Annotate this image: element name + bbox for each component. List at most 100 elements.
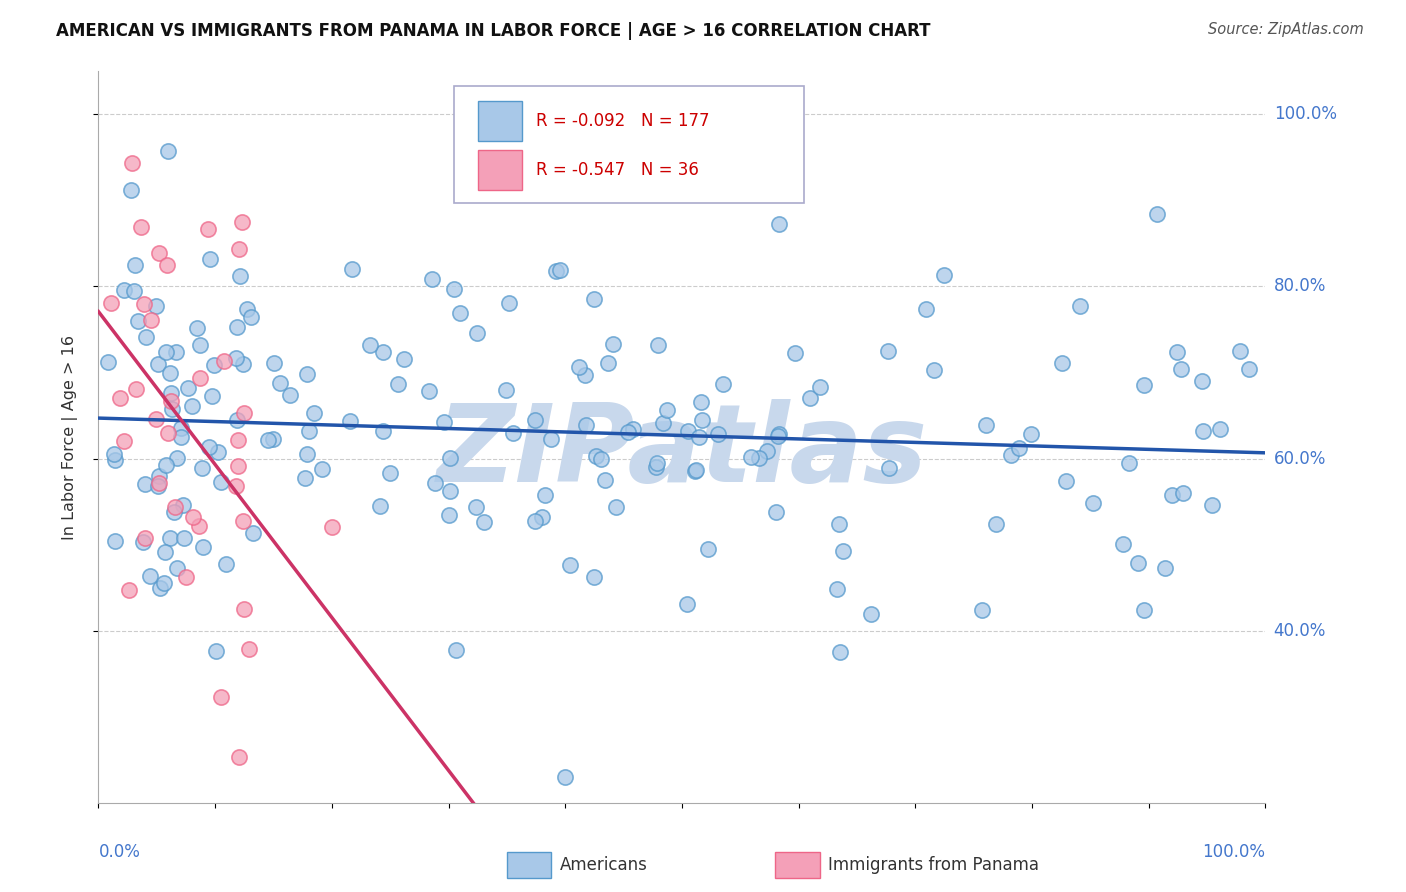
Point xyxy=(226,458,249,473)
Point xyxy=(174,570,197,584)
Point xyxy=(104,453,127,467)
Point xyxy=(583,570,606,584)
Point xyxy=(1126,556,1149,570)
Point xyxy=(1118,456,1140,470)
Point xyxy=(394,352,416,367)
Point xyxy=(756,444,779,458)
Point xyxy=(127,314,149,328)
Point xyxy=(169,430,191,444)
Point xyxy=(226,434,249,448)
Y-axis label: In Labor Force | Age > 16: In Labor Force | Age > 16 xyxy=(62,334,77,540)
Point xyxy=(233,406,256,420)
Point xyxy=(231,215,253,229)
Point xyxy=(645,456,668,470)
Point xyxy=(676,424,699,438)
Point xyxy=(924,363,946,377)
Point xyxy=(1133,377,1156,392)
Point xyxy=(387,376,409,391)
Point xyxy=(112,434,135,448)
Point xyxy=(373,424,395,438)
Point xyxy=(1050,356,1073,370)
Point xyxy=(1133,603,1156,617)
Point xyxy=(464,500,486,515)
Point xyxy=(830,645,852,659)
Point xyxy=(156,258,179,272)
Point xyxy=(166,450,188,465)
Point xyxy=(118,582,141,597)
Text: 80.0%: 80.0% xyxy=(1274,277,1326,295)
Point xyxy=(112,284,135,298)
Point xyxy=(808,380,831,394)
Point xyxy=(155,458,177,472)
Point xyxy=(828,516,851,531)
Point xyxy=(768,426,790,441)
Text: 60.0%: 60.0% xyxy=(1274,450,1326,467)
Point xyxy=(575,417,598,432)
Point xyxy=(148,475,170,490)
Point xyxy=(1191,425,1213,439)
Point xyxy=(173,531,195,545)
Point xyxy=(157,144,180,158)
Point xyxy=(437,508,460,522)
Point xyxy=(103,447,125,461)
Point xyxy=(1000,448,1022,462)
Point xyxy=(297,367,319,381)
Point xyxy=(232,602,254,616)
Point xyxy=(711,376,734,391)
Point xyxy=(1019,427,1042,442)
Point xyxy=(239,310,262,325)
Point xyxy=(193,540,215,554)
Point xyxy=(256,434,278,448)
Point xyxy=(707,427,730,442)
Point xyxy=(215,558,238,572)
Point xyxy=(97,355,120,369)
Point xyxy=(232,357,254,371)
Point xyxy=(439,451,461,466)
Point xyxy=(302,407,325,421)
Point xyxy=(139,569,162,583)
Point xyxy=(605,500,627,514)
Point xyxy=(602,336,624,351)
Point xyxy=(226,413,249,427)
Point xyxy=(373,345,395,359)
Point xyxy=(146,357,169,371)
Point xyxy=(439,484,461,499)
Point xyxy=(1161,488,1184,502)
Point xyxy=(831,544,853,558)
Point xyxy=(768,218,790,232)
Point xyxy=(135,330,157,344)
Point xyxy=(229,268,252,283)
Point xyxy=(122,284,145,298)
Point xyxy=(915,301,938,316)
Point xyxy=(294,471,316,485)
Point xyxy=(1008,441,1031,455)
Point xyxy=(225,479,247,493)
Point xyxy=(420,271,443,285)
Point xyxy=(546,264,568,278)
Point xyxy=(740,450,762,464)
Point xyxy=(433,416,456,430)
Point xyxy=(262,432,284,446)
Bar xyxy=(508,852,551,878)
Point xyxy=(134,476,156,491)
Point xyxy=(339,413,361,427)
Point xyxy=(148,245,170,260)
Point xyxy=(495,383,517,397)
Point xyxy=(498,296,520,310)
Point xyxy=(165,500,187,515)
Point xyxy=(159,366,181,380)
Point xyxy=(202,358,225,372)
Point xyxy=(156,426,179,441)
Point xyxy=(225,351,247,365)
Point xyxy=(188,337,211,351)
Point xyxy=(139,313,162,327)
Point xyxy=(766,429,789,443)
Point xyxy=(651,417,673,431)
Point xyxy=(574,368,596,382)
Point xyxy=(591,452,613,467)
Point xyxy=(690,413,713,427)
Point xyxy=(540,432,562,446)
Point xyxy=(295,447,318,461)
Point xyxy=(554,770,576,784)
Point xyxy=(177,381,200,395)
